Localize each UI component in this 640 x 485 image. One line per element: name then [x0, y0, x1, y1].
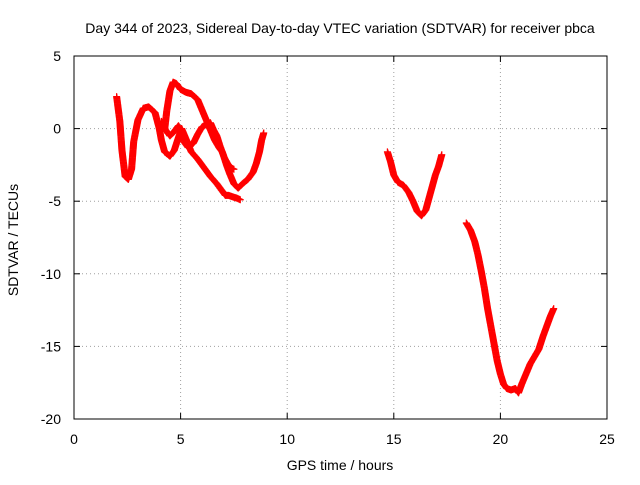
data-point-marker: [236, 196, 244, 204]
x-tick-label: 20: [493, 431, 509, 447]
x-axis-label: GPS time / hours: [287, 457, 394, 473]
x-tick-label: 10: [279, 431, 295, 447]
y-tick-label: -20: [41, 411, 61, 427]
series-arc-3: [157, 117, 268, 192]
data-series-layer: [113, 78, 558, 397]
y-tick-label: 5: [53, 48, 61, 64]
grid-lines: [74, 56, 607, 419]
y-tick-label: -5: [49, 193, 62, 209]
x-tick-label: 15: [386, 431, 402, 447]
axis-ticks: 0 5 10 15 20 25 -20 -15 -10 -5 0 5: [41, 48, 615, 447]
y-axis-label: SDTVAR / TECUs: [5, 184, 21, 296]
chart-title: Day 344 of 2023, Sidereal Day-to-day VTE…: [85, 20, 595, 36]
y-tick-label: 0: [53, 121, 61, 137]
series-arc-5: [462, 219, 558, 397]
plot-frame: [73, 55, 608, 420]
x-tick-label: 0: [70, 431, 78, 447]
y-tick-label: -15: [41, 338, 61, 354]
data-point-marker: [438, 151, 446, 159]
y-tick-label: -10: [41, 266, 61, 282]
data-point-marker: [550, 305, 558, 313]
data-point-marker: [260, 129, 268, 137]
x-tick-label: 5: [177, 431, 185, 447]
series-arc-4: [383, 148, 446, 220]
x-tick-label: 25: [599, 431, 615, 447]
